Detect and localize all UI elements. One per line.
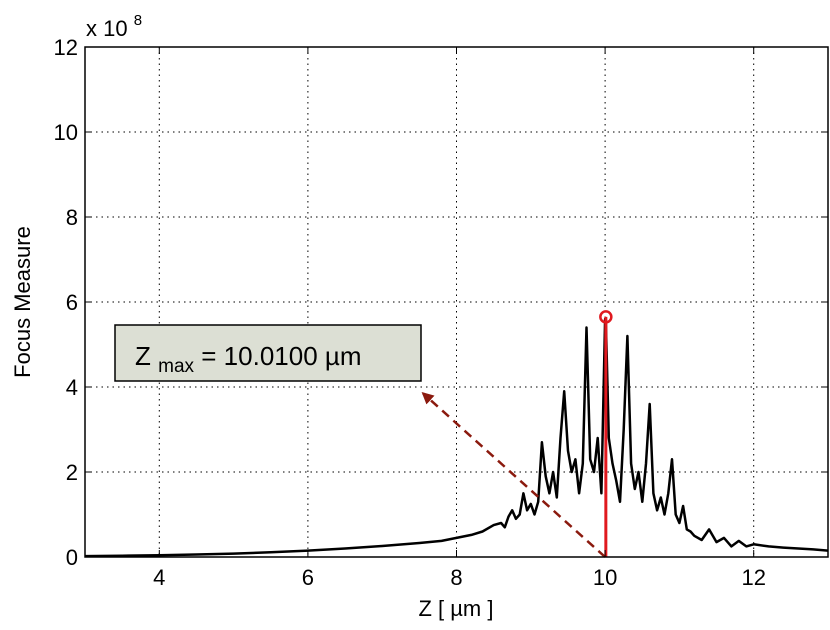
y-tick-label: 0 <box>66 545 78 570</box>
annotation-prefix: Z <box>135 341 151 371</box>
focus-measure-line <box>85 317 828 557</box>
annotation-value: = 10.0100 µm <box>201 341 361 371</box>
annotation-text: Z max = 10.0100 µm <box>135 341 362 378</box>
y-exponent-base: x 10 <box>86 16 128 41</box>
peak-marker-circle <box>599 310 613 324</box>
y-tick-label: 12 <box>54 35 78 60</box>
x-tick-label: 10 <box>593 565 617 590</box>
annotation-arrow <box>421 392 606 558</box>
grid <box>85 47 828 557</box>
x-tick-label: 4 <box>153 565 165 590</box>
x-tick-label: 12 <box>741 565 765 590</box>
y-axis-title: Focus Measure <box>10 226 35 378</box>
overlay-layer <box>421 310 613 558</box>
series-layer <box>85 317 828 557</box>
x-tick-label: 8 <box>450 565 462 590</box>
y-exponent-label: x 10 8 <box>86 12 142 41</box>
y-exponent-power: 8 <box>134 12 142 29</box>
x-axis-title: Z [ µm ] <box>418 596 493 621</box>
annotation-box <box>114 324 422 382</box>
x-tick-label: 6 <box>302 565 314 590</box>
annotation-subscript: max <box>158 356 194 377</box>
y-tick-label: 2 <box>66 460 78 485</box>
y-tick-label: 8 <box>66 205 78 230</box>
peak-annotation: Z max = 10.0100 µm <box>114 324 422 382</box>
y-tick-label: 10 <box>54 120 78 145</box>
y-tick-label: 4 <box>66 375 78 400</box>
y-tick-label: 6 <box>66 290 78 315</box>
ticks: 4 6 8 10 12 0 2 4 6 8 10 12 <box>54 35 828 590</box>
